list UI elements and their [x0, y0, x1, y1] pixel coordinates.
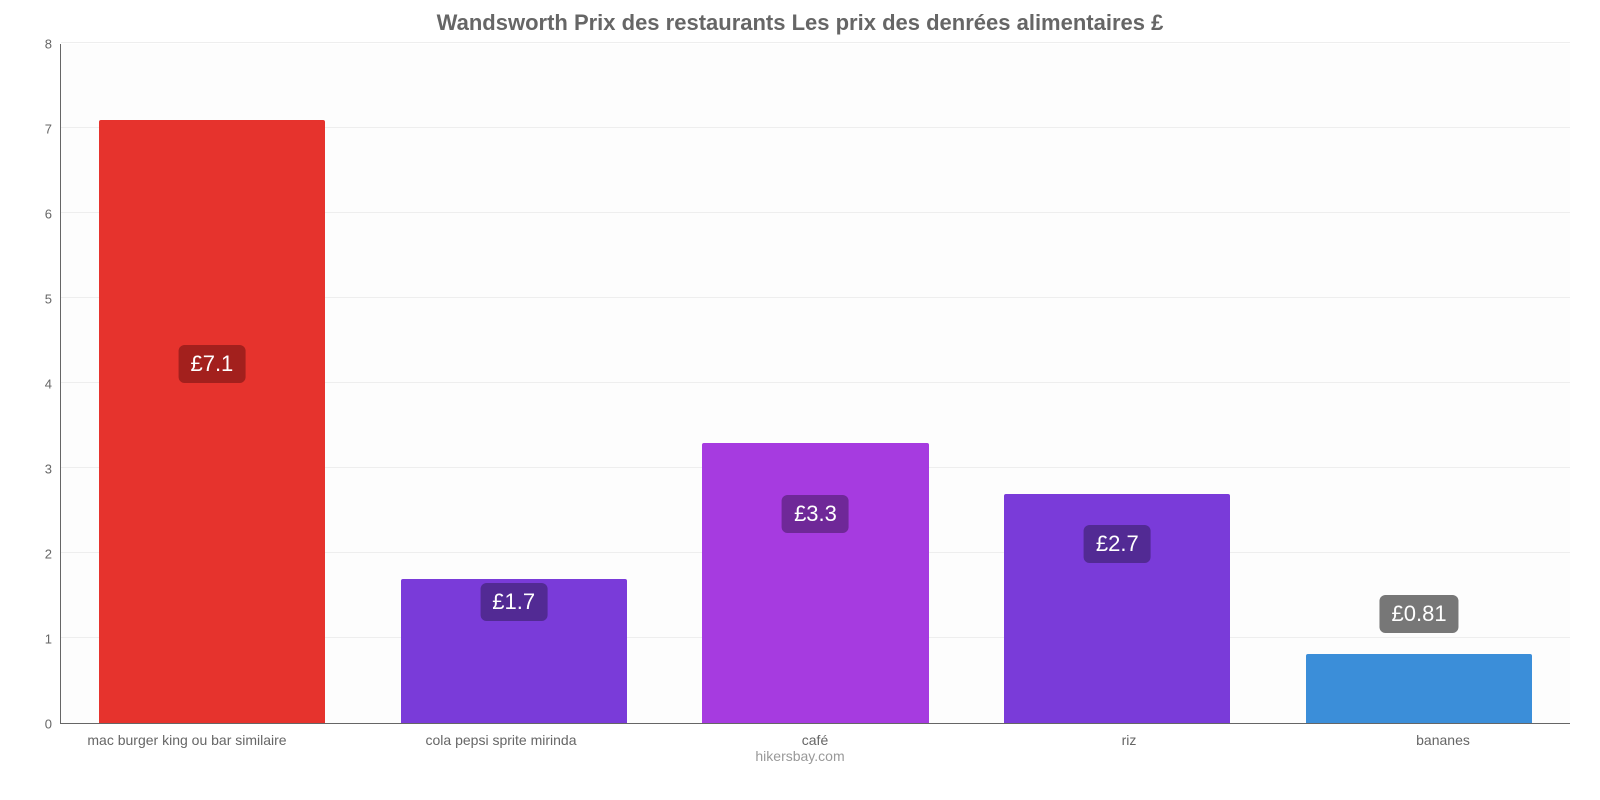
y-tick: 4 [45, 377, 52, 392]
plot-area: £7.1 £1.7 £3.3 £2.7 £0.81 [60, 44, 1570, 724]
bar [702, 443, 928, 723]
x-label: bananes [1286, 728, 1600, 748]
value-badge: £7.1 [178, 345, 245, 383]
x-label: café [658, 728, 972, 748]
bar [1306, 654, 1532, 723]
x-label: riz [972, 728, 1286, 748]
value-badge: £1.7 [480, 583, 547, 621]
bar [99, 120, 325, 723]
x-label: cola pepsi sprite mirinda [344, 728, 658, 748]
y-tick: 8 [45, 37, 52, 52]
y-tick: 5 [45, 292, 52, 307]
bar-slot: £0.81 [1268, 44, 1570, 723]
bar-slot: £2.7 [966, 44, 1268, 723]
price-bar-chart: Wandsworth Prix des restaurants Les prix… [0, 0, 1600, 800]
value-badge: £3.3 [782, 495, 849, 533]
y-tick: 6 [45, 207, 52, 222]
gridline [61, 42, 1570, 43]
y-tick: 2 [45, 547, 52, 562]
chart-title: Wandsworth Prix des restaurants Les prix… [30, 10, 1570, 36]
y-tick: 3 [45, 462, 52, 477]
bar-slot: £7.1 [61, 44, 363, 723]
bar-slot: £1.7 [363, 44, 665, 723]
bar-slot: £3.3 [665, 44, 967, 723]
value-badge: £2.7 [1084, 525, 1151, 563]
plot-wrapper: 012345678 £7.1£1.7£3.3£2.7£0.81 [60, 44, 1570, 724]
value-badge: £0.81 [1380, 595, 1459, 633]
x-label: mac burger king ou bar similaire [30, 728, 344, 748]
y-tick: 1 [45, 632, 52, 647]
y-tick: 7 [45, 122, 52, 137]
attribution: hikersbay.com [30, 748, 1570, 764]
x-axis-labels: mac burger king ou bar similairecola pep… [30, 728, 1600, 748]
bars-group: £7.1 £1.7 £3.3 £2.7 £0.81 [61, 44, 1570, 723]
y-axis: 012345678 [30, 44, 60, 724]
